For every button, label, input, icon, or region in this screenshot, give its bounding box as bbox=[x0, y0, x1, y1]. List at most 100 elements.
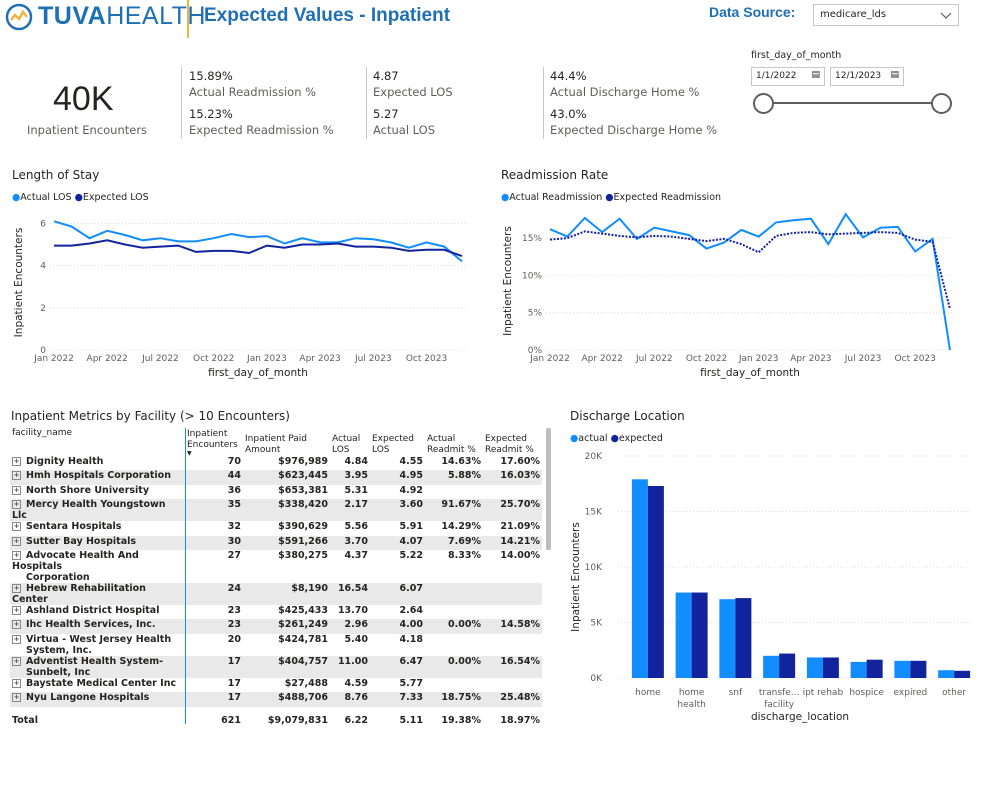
column-header[interactable]: Inpatient Encounters ▼ bbox=[185, 428, 243, 457]
table-cell-enc: 44 bbox=[227, 470, 241, 482]
kpi-divider bbox=[366, 67, 367, 139]
table-cell-enc: 30 bbox=[227, 535, 241, 547]
discharge-bar-actual bbox=[763, 655, 780, 678]
readmit-legend: ●Actual Readmission ●Expected Readmissio… bbox=[501, 192, 721, 203]
table-row[interactable]: + Advocate Health And Hospitals Corporatio… bbox=[10, 550, 542, 583]
data-source-value: medicare_lds bbox=[820, 9, 887, 20]
expand-icon[interactable]: + bbox=[12, 620, 21, 630]
date-end-input[interactable]: 12/1/2023 ▤ bbox=[830, 67, 904, 86]
expand-icon[interactable]: + bbox=[12, 550, 21, 560]
expand-icon[interactable]: + bbox=[12, 605, 21, 615]
discharge-bar-actual bbox=[719, 599, 736, 678]
table-cell-ar: 5.88% bbox=[448, 470, 481, 482]
discharge-y-tick: 20K bbox=[585, 452, 603, 462]
facility-name-text: Dignity Health bbox=[26, 456, 104, 467]
column-header[interactable]: Inpatient Paid Amount bbox=[243, 428, 330, 456]
table-row[interactable]: + Baystate Medical Center Inc 17 $27,488 4.5… bbox=[10, 678, 542, 692]
table-row[interactable]: + Nyu Langone Hospitals 17 $488,706 8.76 7.33… bbox=[10, 692, 542, 707]
column-header-label: Expected bbox=[372, 434, 414, 444]
discharge-x-tick: ipt rehab bbox=[803, 688, 844, 698]
column-header[interactable]: Actual Readmit % bbox=[425, 428, 483, 456]
table-total-row: Total 621 $9,079,831 6.22 5.11 19.38% 18.97% bbox=[10, 707, 542, 728]
date-start-input[interactable]: 1/1/2022 ▤ bbox=[751, 67, 825, 86]
table-cell-er bbox=[483, 605, 542, 619]
table-row[interactable]: + Dignity Health 70 $976,989 4.84 4.55 14.63% 1… bbox=[10, 456, 542, 470]
los-y-tick: 0 bbox=[40, 346, 46, 356]
discharge-y-tick: 15K bbox=[585, 508, 603, 518]
expand-icon[interactable]: + bbox=[12, 656, 21, 666]
facility-name-cell: + Mercy Health Youngstown Llc bbox=[10, 499, 185, 521]
expand-icon[interactable]: + bbox=[12, 583, 21, 593]
date-slider-track[interactable] bbox=[763, 102, 941, 104]
discharge-x-tick: transfe... bbox=[759, 688, 799, 698]
column-header[interactable]: facility_name bbox=[10, 428, 185, 456]
table-row[interactable]: + Sutter Bay Hospitals 30 $591,266 3.70 4.07 7… bbox=[10, 535, 542, 550]
table-cell-elos: 4.07 bbox=[399, 535, 423, 547]
table-cell-alos: 11.00 bbox=[337, 655, 368, 667]
expand-icon[interactable]: + bbox=[12, 536, 21, 546]
kpi-actual-home-value: 44.4% bbox=[550, 69, 587, 83]
table-cell-elos: 4.18 bbox=[399, 633, 423, 645]
discharge-x-tick: other bbox=[942, 688, 966, 698]
table-row[interactable]: + Hebrew Rehabilitation Center 24 $8,190 16.… bbox=[10, 582, 542, 605]
table-row[interactable]: + Adventist Health System- Sunbelt, Inc 17 $… bbox=[10, 655, 542, 678]
readmit-x-tick: Apr 2022 bbox=[582, 354, 623, 364]
los-x-tick: Jul 2023 bbox=[354, 354, 392, 364]
table-row[interactable]: + North Shore University 36 $653,381 5.31 4.9… bbox=[10, 485, 542, 499]
kpi-actual-los-value: 5.27 bbox=[373, 107, 399, 121]
facility-name-text: Corporation bbox=[26, 571, 90, 583]
table-row[interactable]: + Hmh Hospitals Corporation 44 $623,445 3.95… bbox=[10, 470, 542, 485]
facility-table-title: Inpatient Metrics by Facility (> 10 Enco… bbox=[11, 409, 290, 423]
table-row[interactable]: + Virtua - West Jersey Health System, Inc.… bbox=[10, 634, 542, 656]
table-cell-er: 16.03% bbox=[500, 470, 540, 482]
expand-icon[interactable]: + bbox=[12, 678, 21, 688]
readmit-series-expected bbox=[549, 230, 951, 310]
column-header[interactable]: Expected LOS bbox=[370, 428, 425, 456]
logo-text-health: HEALTH bbox=[106, 2, 206, 30]
discharge-x-tick: home bbox=[679, 688, 705, 698]
readmit-legend-expected: Expected Readmission bbox=[613, 192, 722, 203]
legend-dot: ● bbox=[570, 433, 579, 444]
date-slider-handle-start[interactable] bbox=[753, 93, 774, 114]
los-y-tick: 6 bbox=[40, 219, 46, 229]
discharge-bar-expected bbox=[647, 485, 664, 678]
table-scrollbar[interactable] bbox=[546, 428, 551, 550]
discharge-bar-actual bbox=[631, 479, 648, 678]
data-source-dropdown[interactable]: medicare_lds bbox=[813, 4, 959, 26]
table-row[interactable]: + Mercy Health Youngstown Llc 35 $338,420 2.… bbox=[10, 499, 542, 522]
expand-icon[interactable]: + bbox=[12, 485, 21, 495]
expand-icon[interactable]: + bbox=[12, 500, 21, 510]
table-row[interactable]: + Ashland District Hospital 23 $425,433 13.7… bbox=[10, 605, 542, 619]
date-slider-handle-end[interactable] bbox=[931, 93, 952, 114]
expand-icon[interactable]: + bbox=[12, 471, 21, 481]
expand-icon[interactable]: + bbox=[12, 693, 21, 703]
los-x-tick: Jul 2022 bbox=[141, 354, 179, 364]
table-cell-paid: $653,381 bbox=[278, 484, 328, 496]
table-cell-paid: $591,266 bbox=[278, 535, 328, 547]
table-cell-enc: 70 bbox=[227, 456, 241, 467]
los-x-axis-title: first_day_of_month bbox=[208, 367, 308, 379]
facility-name-cell: + Ihc Health Services, Inc. bbox=[10, 619, 185, 633]
column-header-label: LOS bbox=[332, 445, 350, 455]
column-header[interactable]: Expected Readmit % bbox=[483, 428, 542, 456]
table-row[interactable]: + Sentara Hospitals 32 $390,629 5.56 5.91 14.2… bbox=[10, 521, 542, 535]
expand-icon[interactable]: + bbox=[12, 634, 21, 644]
facility-name-cell: + Hmh Hospitals Corporation bbox=[10, 470, 185, 484]
table-cell-enc: 35 bbox=[227, 499, 241, 511]
los-y-axis-title: Inpatient Encounters bbox=[13, 228, 25, 338]
table-cell-alos: 3.70 bbox=[344, 535, 368, 547]
discharge-chart: 0K 5K 10K 15K 20K home home health snf transfe...… bbox=[570, 452, 971, 723]
table-cell-paid: $380,275 bbox=[278, 549, 328, 561]
los-legend: ●Actual LOS ●Expected LOS bbox=[12, 192, 149, 203]
table-cell-paid: $976,989 bbox=[278, 456, 328, 467]
column-header[interactable]: Actual LOS bbox=[330, 428, 370, 456]
kpi-expected-home-label: Expected Discharge Home % bbox=[550, 123, 718, 137]
table-cell-enc: 17 bbox=[227, 677, 241, 689]
facility-name-text: North Shore University bbox=[26, 484, 150, 496]
expand-icon[interactable]: + bbox=[12, 522, 21, 532]
discharge-x-tick: facility bbox=[764, 700, 795, 710]
table-row[interactable]: + Ihc Health Services, Inc. 23 $261,249 2.96… bbox=[10, 619, 542, 634]
table-cell-enc: 23 bbox=[227, 619, 241, 631]
table-cell-alos: 4.59 bbox=[344, 677, 368, 689]
expand-icon[interactable]: + bbox=[12, 457, 21, 466]
